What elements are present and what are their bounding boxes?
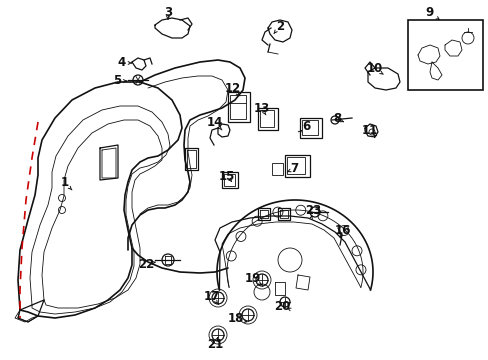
Bar — [260, 110, 273, 127]
Text: 17: 17 — [203, 289, 220, 302]
Text: 1: 1 — [61, 176, 69, 189]
Text: 15: 15 — [218, 170, 235, 183]
Text: 12: 12 — [224, 82, 241, 95]
Bar — [286, 157, 305, 174]
Text: 11: 11 — [361, 125, 377, 138]
Bar — [227, 92, 249, 122]
Bar — [222, 172, 238, 188]
Text: 10: 10 — [366, 63, 382, 76]
Bar — [224, 174, 235, 186]
Text: 9: 9 — [425, 6, 433, 19]
Bar — [229, 95, 245, 119]
Text: 5: 5 — [113, 75, 121, 87]
Text: 6: 6 — [301, 120, 309, 132]
Text: 8: 8 — [332, 112, 341, 126]
Bar — [407, 20, 482, 90]
Text: 13: 13 — [253, 103, 269, 116]
Text: 7: 7 — [289, 162, 298, 175]
Text: 3: 3 — [163, 5, 172, 18]
Bar — [302, 120, 317, 135]
Text: 20: 20 — [273, 300, 289, 312]
Text: 18: 18 — [227, 312, 244, 325]
Text: 14: 14 — [206, 117, 223, 130]
Bar — [258, 108, 278, 130]
Text: 2: 2 — [275, 19, 284, 32]
Bar — [299, 118, 321, 138]
Text: 4: 4 — [118, 57, 126, 69]
Text: 16: 16 — [334, 225, 350, 238]
Bar — [271, 163, 283, 175]
Bar — [285, 155, 309, 177]
Text: 22: 22 — [138, 257, 154, 270]
Text: 21: 21 — [206, 338, 223, 351]
Text: 23: 23 — [304, 204, 321, 217]
Text: 19: 19 — [244, 273, 261, 285]
